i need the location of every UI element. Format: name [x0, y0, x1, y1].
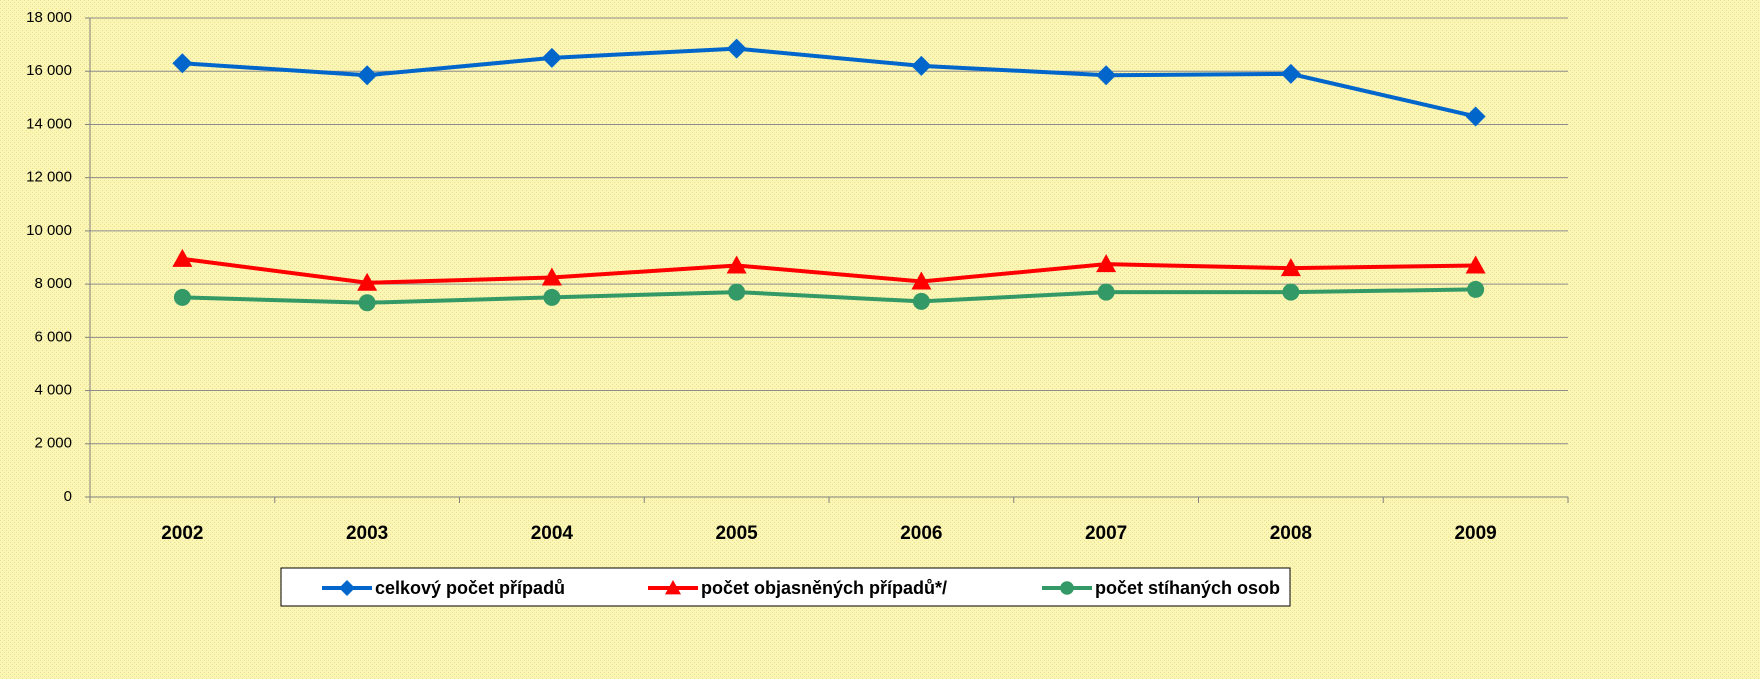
legend-label: celkový počet případů: [375, 578, 565, 598]
marker: [1465, 255, 1486, 274]
marker: [357, 65, 378, 86]
y-tick-label: 12 000: [26, 169, 72, 186]
marker: [1280, 63, 1301, 84]
marker: [339, 580, 355, 596]
marker: [1060, 581, 1074, 595]
y-tick-label: 16 000: [26, 62, 72, 79]
marker: [1465, 106, 1486, 127]
marker: [172, 248, 193, 267]
legend-label: počet stíhaných osob: [1095, 578, 1280, 598]
x-tick-label: 2005: [715, 523, 758, 544]
marker: [541, 47, 562, 68]
x-tick-label: 2003: [346, 523, 388, 544]
marker: [1467, 280, 1485, 298]
legend-box: [280, 567, 1291, 607]
marker: [726, 38, 747, 59]
y-tick-label: 4 000: [34, 382, 72, 399]
marker: [665, 580, 681, 595]
y-tick-label: 8 000: [34, 275, 72, 292]
y-tick-label: 10 000: [26, 222, 72, 239]
marker: [911, 55, 932, 76]
series-line: [182, 256, 1476, 285]
x-tick-label: 2009: [1454, 523, 1496, 544]
marker: [911, 271, 932, 290]
x-tick-label: 2007: [1085, 523, 1127, 544]
series-line: [182, 46, 1477, 119]
marker: [728, 283, 746, 301]
x-tick-label: 2002: [161, 523, 203, 544]
legend-label: počet objasněných případů*/: [701, 578, 947, 598]
marker: [543, 288, 561, 306]
marker: [172, 53, 193, 74]
y-tick-label: 14 000: [26, 115, 72, 132]
marker: [1280, 258, 1301, 277]
marker: [1096, 254, 1117, 273]
marker: [726, 255, 747, 274]
marker: [173, 288, 191, 306]
y-tick-label: 6 000: [34, 328, 72, 345]
marker: [1096, 65, 1117, 86]
marker: [1282, 283, 1300, 301]
marker: [357, 272, 378, 291]
x-tick-label: 2008: [1270, 523, 1312, 544]
x-tick-label: 2006: [900, 523, 942, 544]
y-tick-label: 0: [64, 488, 72, 505]
marker: [358, 294, 376, 312]
marker: [912, 292, 930, 310]
series-line: [182, 287, 1476, 305]
x-tick-label: 2004: [531, 523, 574, 544]
y-tick-label: 2 000: [34, 435, 72, 452]
marker: [1097, 283, 1115, 301]
marker: [541, 267, 562, 286]
y-tick-label: 18 000: [26, 9, 72, 26]
